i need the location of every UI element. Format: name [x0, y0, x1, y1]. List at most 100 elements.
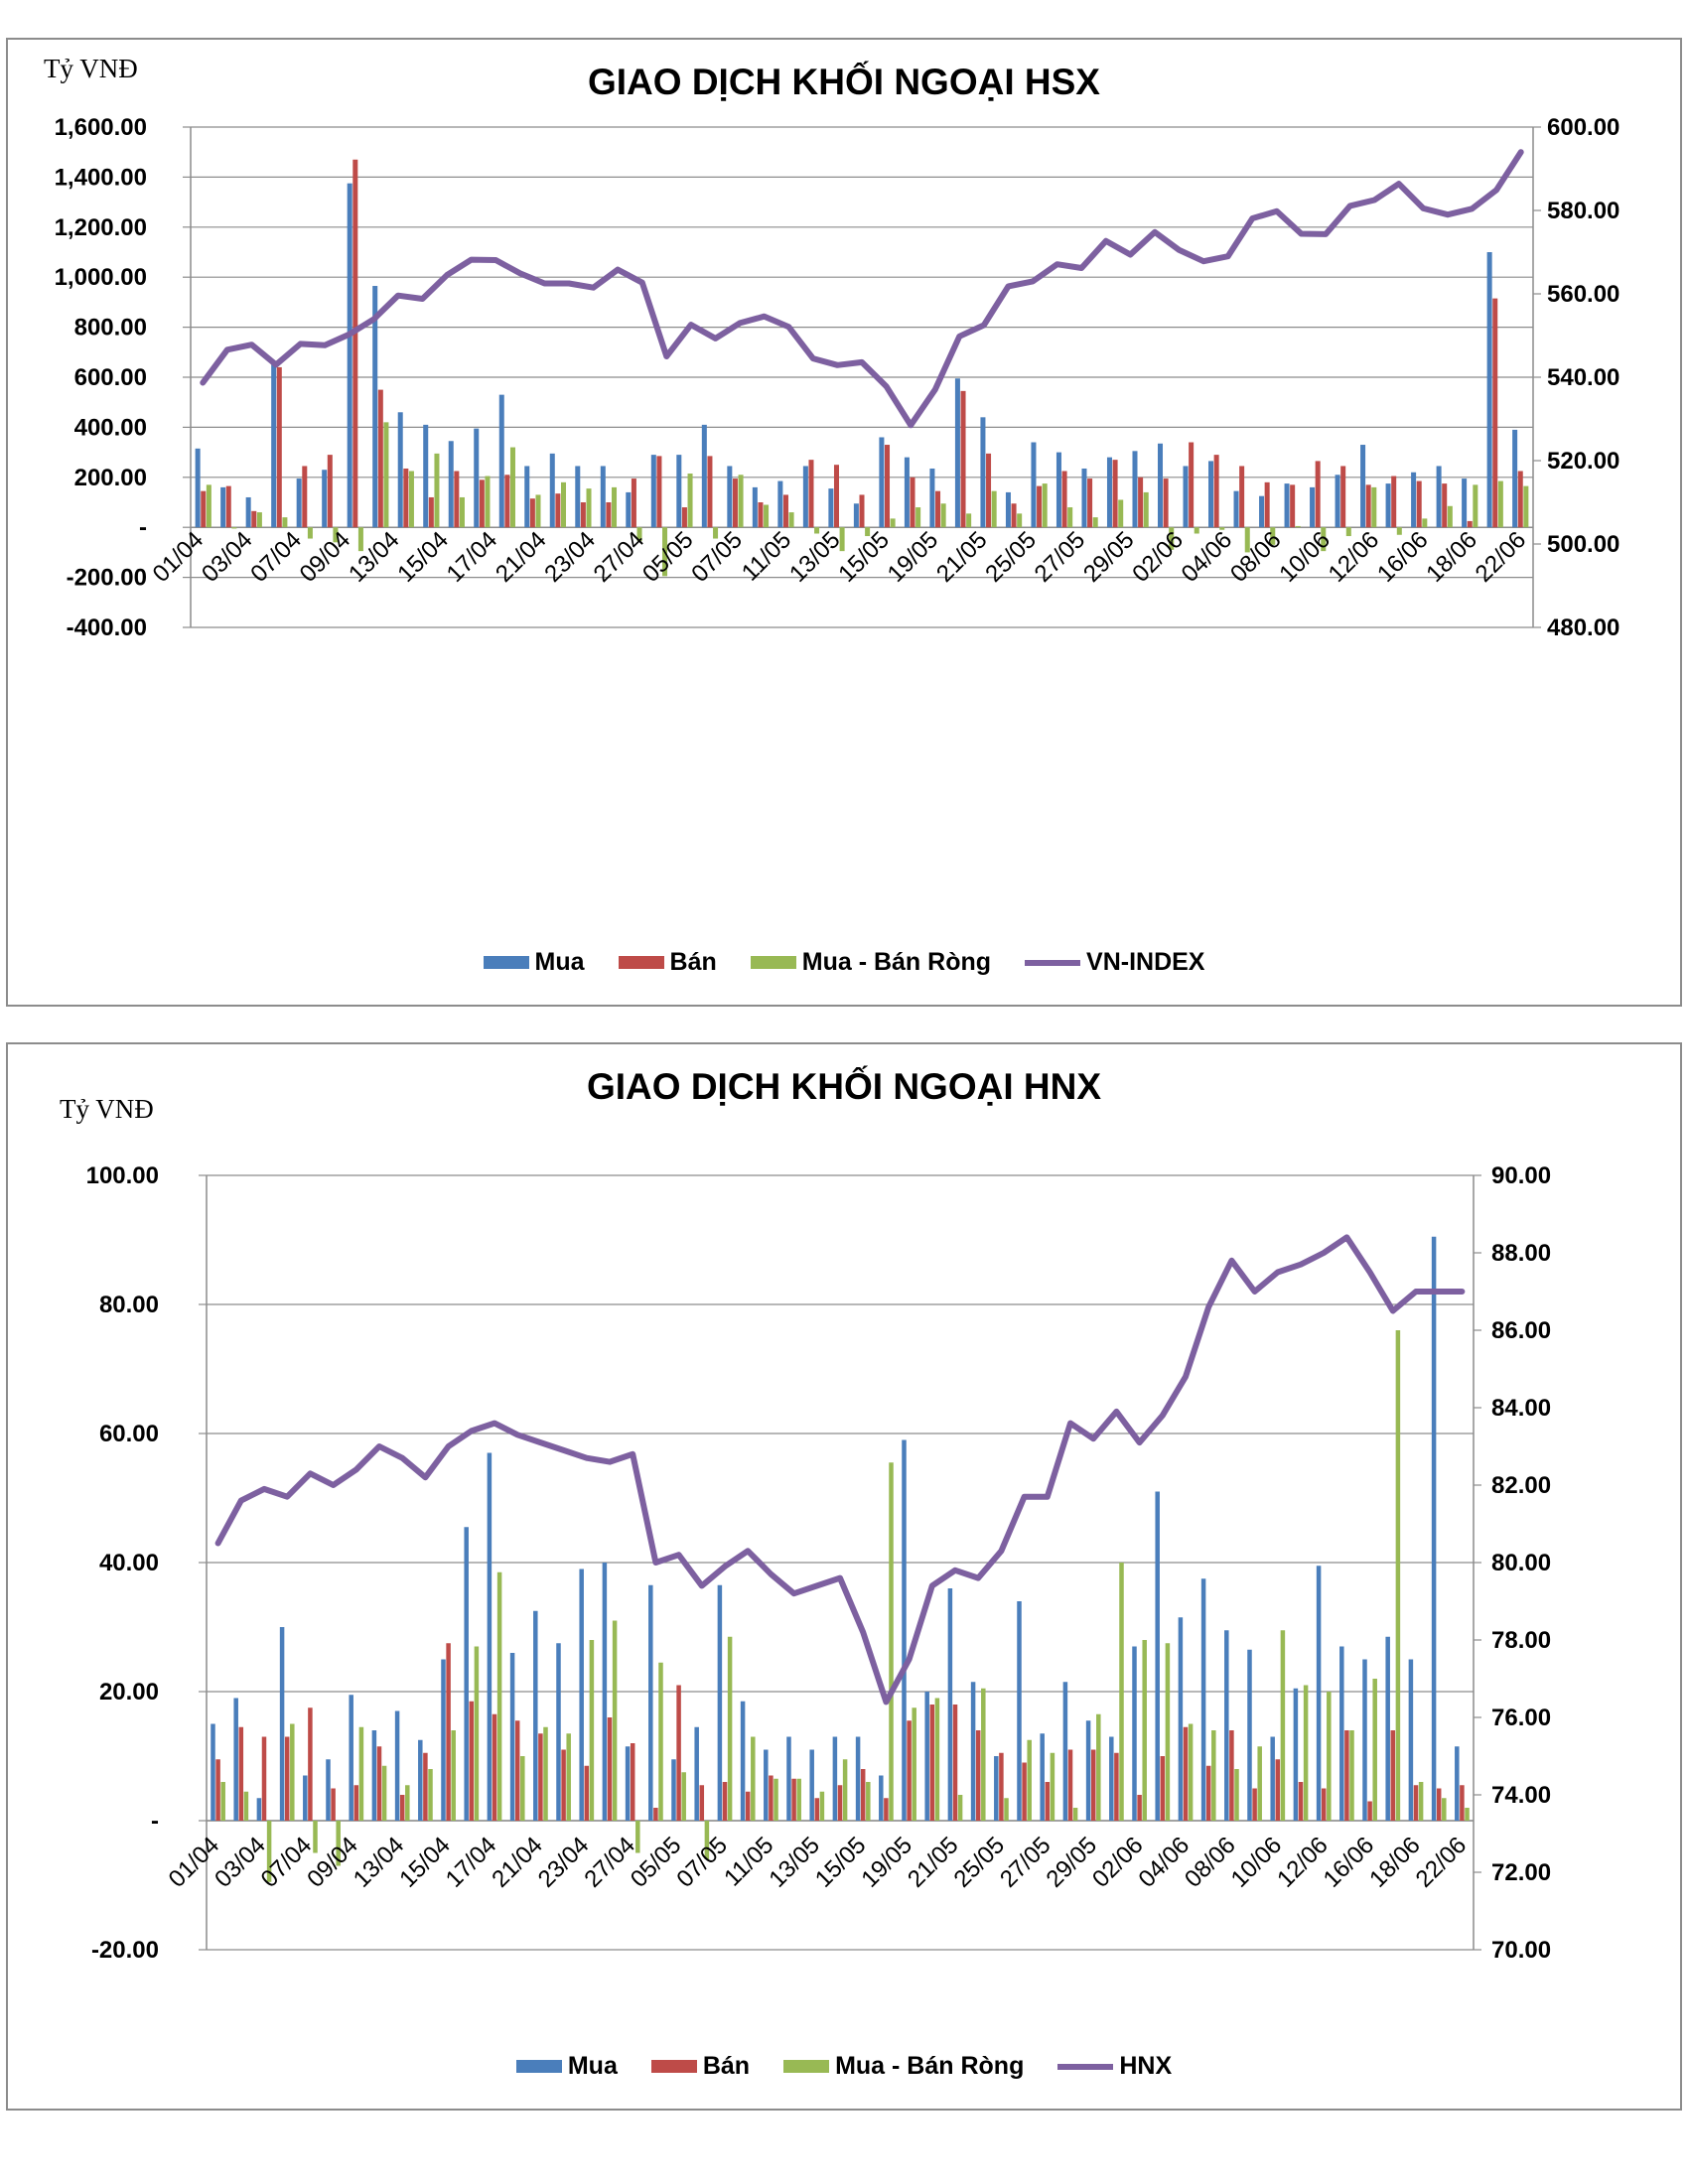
- buy-bar: [464, 1527, 469, 1821]
- net-bar: [566, 1733, 571, 1821]
- buy-bar: [802, 466, 808, 528]
- x-tick-label: 15/05: [810, 1832, 872, 1893]
- sell-bar: [529, 498, 535, 528]
- net-bar: [1050, 1752, 1055, 1821]
- net-bar: [1321, 527, 1327, 552]
- net-bar: [713, 527, 719, 539]
- buy-bar: [498, 394, 504, 528]
- net-bar: [1442, 1798, 1447, 1821]
- right-axis-tick-label: 90.00: [1491, 1162, 1551, 1189]
- sell-bar: [907, 1720, 912, 1821]
- buy-bar: [1455, 1746, 1460, 1821]
- net-bar: [1143, 491, 1149, 528]
- net-bar: [256, 512, 262, 528]
- sell-bar: [1413, 1785, 1419, 1821]
- sell-bar: [929, 1705, 935, 1821]
- net-bar: [635, 1821, 640, 1853]
- buy-bar: [487, 1452, 492, 1821]
- buy-bar: [1224, 1630, 1229, 1821]
- left-axis-tick-label: 60.00: [99, 1421, 159, 1447]
- buy-bar: [1005, 491, 1011, 528]
- hsx-chart-svg: 1,600.00 1,400.00 1,200.00 1,000.00 800.00 60…: [55, 114, 1620, 641]
- buy-bar: [245, 496, 251, 528]
- x-tick-label: 16/06: [1372, 526, 1434, 588]
- net-bar: [1345, 527, 1351, 537]
- buy-bar: [727, 466, 733, 528]
- sell-bar: [1367, 1801, 1372, 1821]
- net-bar: [1418, 1782, 1424, 1821]
- net-bar: [474, 1646, 480, 1821]
- sell-bar: [1298, 1782, 1304, 1821]
- net-bar: [1067, 507, 1073, 528]
- net-bar: [738, 475, 744, 528]
- buy-bar: [271, 364, 277, 528]
- net-bar: [1072, 1808, 1078, 1821]
- sell-bar: [722, 1782, 728, 1821]
- buy-bar: [853, 503, 859, 528]
- sell-bar: [1011, 503, 1017, 528]
- net-bar: [1257, 1746, 1262, 1821]
- legend-buy: Mua: [483, 948, 585, 977]
- net-bar: [560, 481, 567, 528]
- left-axis-tick-label: 1,400.00: [55, 164, 147, 191]
- buy-bar: [1055, 452, 1061, 528]
- sell-bar: [653, 1808, 658, 1821]
- x-tick-label: 15/04: [394, 1832, 456, 1893]
- net-bar: [1244, 527, 1250, 553]
- net-bar: [1165, 1643, 1171, 1821]
- sell-bar: [814, 1798, 820, 1821]
- buy-bar: [994, 1756, 999, 1821]
- chart-legend: Mua Bán Mua - Bán Ròng VN-INDEX: [8, 948, 1680, 977]
- net-bar: [842, 1759, 848, 1821]
- sell-bar: [215, 1759, 220, 1821]
- right-axis-tick-label: 80.00: [1491, 1550, 1551, 1576]
- net-bar: [543, 1726, 548, 1821]
- net-bar: [434, 453, 440, 528]
- right-axis-tick-label: 84.00: [1491, 1395, 1551, 1422]
- sell-bar: [1436, 1788, 1442, 1821]
- net-bar: [357, 527, 363, 552]
- chart-title: GIAO DỊCH KHỐI NGOẠI HSX: [588, 62, 1100, 102]
- sell-bar: [331, 1788, 336, 1821]
- x-tick-label: 17/04: [441, 1832, 502, 1893]
- unit-label: Tỷ VNĐ: [44, 54, 138, 83]
- x-tick-label: 13/05: [764, 1832, 825, 1893]
- x-tick-label: 17/04: [442, 526, 503, 588]
- x-tick-label: 01/04: [164, 1832, 225, 1893]
- sell-bar: [833, 465, 839, 528]
- net-bar: [814, 527, 820, 534]
- legend-net: Mua - Bán Ròng: [750, 948, 991, 977]
- sell-bar: [935, 490, 941, 528]
- buy-bar: [195, 448, 201, 528]
- sell-bar: [1114, 1752, 1119, 1821]
- buy-bar: [349, 1695, 353, 1821]
- legend-net-swatch: [750, 956, 796, 969]
- sell-bar: [1344, 1730, 1349, 1821]
- sell-bar: [630, 1743, 635, 1821]
- net-bar: [428, 1769, 433, 1821]
- buy-bar: [1081, 468, 1087, 528]
- net-bar: [1497, 480, 1503, 528]
- sell-bar: [454, 471, 460, 528]
- x-tick-label: 08/06: [1225, 526, 1287, 588]
- left-axis-tick-label: 80.00: [99, 1292, 159, 1318]
- legend-buy-label: Mua: [567, 2052, 618, 2080]
- legend-index: VN-INDEX: [1025, 948, 1204, 977]
- net-bar: [381, 1765, 387, 1821]
- buy-bar: [1183, 466, 1189, 528]
- x-tick-label: 02/06: [1087, 1832, 1149, 1893]
- net-bar: [1395, 1330, 1401, 1821]
- net-bar: [704, 1821, 710, 1859]
- net-bar: [243, 1791, 249, 1821]
- net-bar: [1422, 518, 1428, 528]
- x-tick-label: 21/04: [487, 1832, 548, 1893]
- sell-bar: [492, 1713, 497, 1821]
- net-bar: [408, 471, 414, 528]
- sell-bar: [1045, 1782, 1051, 1821]
- net-bar: [496, 1571, 502, 1821]
- buy-bar: [954, 378, 960, 528]
- right-axis-tick-label: 74.00: [1491, 1782, 1551, 1809]
- net-bar: [658, 1662, 663, 1821]
- buy-bar: [924, 1692, 929, 1821]
- right-axis-tick-label: 600.00: [1547, 114, 1619, 141]
